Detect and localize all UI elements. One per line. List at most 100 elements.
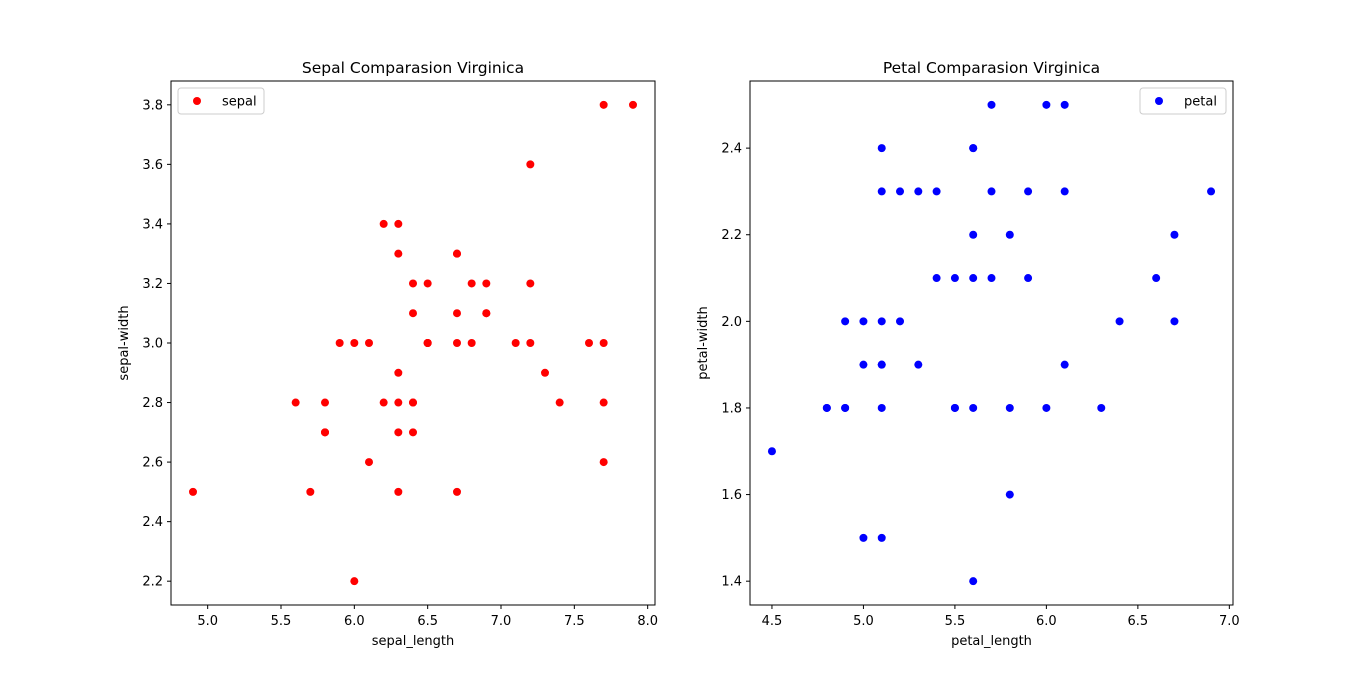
sepal-point: [189, 487, 197, 496]
sepal-point: [394, 428, 403, 437]
petal-plot-frame: [749, 80, 1234, 606]
petal-x-tick-label: 4.5: [762, 614, 783, 629]
sepal-point: [453, 249, 461, 258]
sepal-x-tick-label: 7.5: [564, 614, 585, 629]
sepal-point: [423, 339, 432, 347]
sepal-x-axis-label: sepal_length: [372, 634, 455, 649]
petal-point: [969, 230, 978, 239]
sepal-point: [409, 279, 417, 288]
petal-point: [950, 274, 959, 283]
petal-point: [1024, 187, 1033, 196]
legend-box: [177, 87, 265, 115]
petal-point: [987, 100, 996, 109]
petal-point: [896, 187, 905, 196]
sepal-point: [394, 249, 403, 258]
petal-point: [1060, 100, 1069, 109]
sepal-point: [335, 339, 344, 347]
petal-x-tick-label: 7.0: [1219, 614, 1240, 629]
petal-x-tick-label: 6.5: [1128, 614, 1149, 629]
sepal-point: [350, 339, 359, 347]
petal-y-tick-label: 1.8: [721, 401, 742, 416]
sepal-y-tick-label: 3.4: [142, 217, 163, 232]
sepal-point: [482, 279, 491, 288]
sepal-y-tick-label: 2.6: [142, 456, 163, 471]
sepal-point: [453, 309, 461, 318]
sepal-point: [599, 458, 608, 467]
sepal-y-tick-label: 2.8: [142, 396, 163, 411]
sepal-point: [467, 279, 476, 288]
petal-chart-title: Petal Comparasion Virginica: [883, 59, 1100, 77]
petal-point: [932, 187, 941, 196]
sepal-point: [394, 398, 403, 407]
sepal-point: [379, 398, 388, 407]
petal-point: [859, 317, 868, 326]
petal-point: [877, 403, 886, 412]
sepal-point: [409, 398, 417, 407]
sepal-y-axis-label: sepal-width: [117, 305, 132, 380]
sepal-point: [526, 339, 535, 347]
sepal-point: [467, 339, 476, 347]
sepal-x-tick-label: 5.0: [197, 614, 218, 629]
petal-point: [1024, 274, 1033, 283]
sepal-chart: 5.0 5.5 6.0 6.5 7.0 7.5 8.0 2.2 2.4 2.6 2.8 3.0 3.2 3…: [117, 59, 658, 649]
legend-box: [1139, 87, 1227, 115]
sepal-y-tick-label: 3.6: [142, 158, 163, 173]
petal-point: [859, 533, 868, 542]
petal-point: [1005, 230, 1014, 239]
sepal-y-tick-label: 2.4: [142, 515, 163, 530]
petal-y-tick-label: 2.0: [721, 315, 742, 330]
sepal-points: [189, 100, 637, 586]
petal-point: [932, 274, 941, 283]
petal-legend: petal: [1139, 87, 1227, 115]
petal-point: [987, 187, 996, 196]
petal-point: [1042, 403, 1051, 412]
sepal-point: [350, 577, 359, 586]
petal-point: [877, 360, 886, 369]
petal-point: [1042, 100, 1051, 109]
petal-point: [1207, 187, 1216, 196]
sepal-point: [409, 428, 417, 437]
petal-y-tick-label: 2.2: [721, 228, 742, 243]
petal-y-tick-label: 2.4: [721, 142, 742, 157]
sepal-point: [409, 309, 417, 318]
petal-point: [859, 360, 868, 369]
sepal-legend: sepal: [177, 87, 265, 115]
petal-point: [1170, 317, 1179, 326]
sepal-point: [321, 398, 329, 407]
sepal-point: [541, 368, 549, 377]
sepal-point: [482, 309, 491, 318]
petal-point: [1170, 230, 1179, 239]
sepal-point: [291, 398, 300, 407]
petal-point: [969, 403, 978, 412]
sepal-point: [599, 339, 608, 347]
petal-x-tick-label: 6.0: [1036, 614, 1057, 629]
petal-point: [1060, 360, 1069, 369]
petal-chart: 4.5 5.0 5.5 6.0 6.5 7.0 1.4 1.6 1.8 2.0 2.2 2.4 Peta…: [696, 59, 1240, 649]
petal-point: [1005, 490, 1014, 499]
petal-point: [877, 187, 886, 196]
legend-marker: [1155, 97, 1163, 105]
sepal-point: [555, 398, 564, 407]
sepal-point: [453, 339, 461, 347]
sepal-point: [365, 458, 373, 467]
petal-point: [969, 144, 978, 153]
petal-point: [1005, 403, 1014, 412]
petal-point: [1115, 317, 1124, 326]
sepal-point: [306, 487, 315, 496]
sepal-x-tick-label: 6.5: [417, 614, 438, 629]
petal-point: [877, 533, 886, 542]
sepal-point: [365, 339, 373, 347]
sepal-x-tick-label: 5.5: [271, 614, 292, 629]
petal-x-tick-label: 5.5: [945, 614, 966, 629]
petal-y-tick-label: 1.4: [721, 575, 742, 590]
petal-y-axis-label: petal-width: [696, 306, 711, 379]
petal-point: [1152, 274, 1161, 283]
petal-point: [969, 274, 978, 283]
sepal-plot-frame: [170, 80, 656, 606]
sepal-point: [526, 160, 535, 169]
sepal-point: [629, 100, 637, 109]
petal-point: [987, 274, 996, 283]
petal-point: [969, 577, 978, 586]
sepal-point: [394, 487, 403, 496]
